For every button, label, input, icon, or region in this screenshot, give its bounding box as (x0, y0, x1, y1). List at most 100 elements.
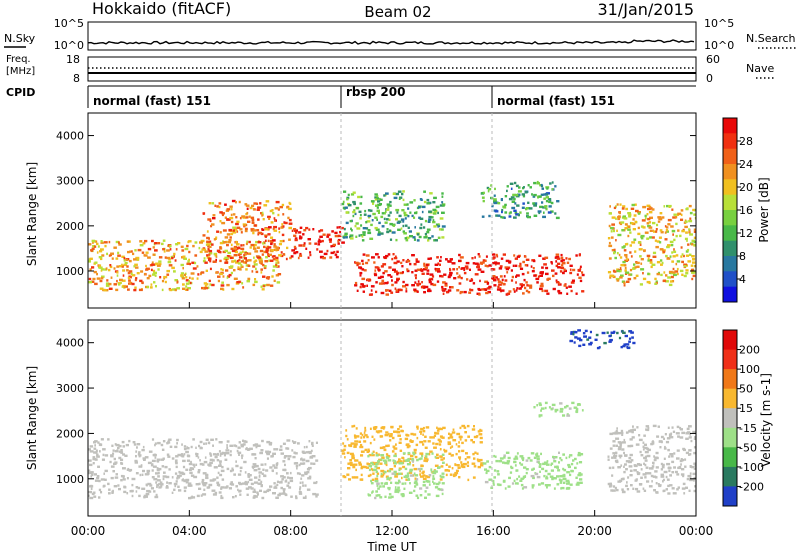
echo-cell (555, 279, 558, 282)
echo-cell (202, 484, 207, 487)
echo-cell (338, 226, 342, 229)
echo-cell (453, 277, 457, 280)
echo-cell (355, 427, 358, 430)
echo-cell (286, 447, 290, 450)
echo-cell (551, 262, 553, 265)
echo-cell (451, 445, 454, 448)
echo-cell (92, 245, 96, 248)
echo-cell (100, 248, 104, 251)
echo-cell (672, 430, 676, 433)
echo-cell (350, 193, 355, 196)
echo-cell (458, 274, 461, 277)
echo-cell (290, 255, 294, 258)
echo-cell (138, 451, 141, 454)
echo-cell (676, 488, 679, 491)
echo-cell (402, 457, 405, 460)
echo-cell (380, 232, 384, 235)
echo-cell (623, 249, 627, 252)
echo-cell (525, 191, 528, 194)
echo-cell (513, 254, 516, 257)
echo-cell (484, 259, 487, 262)
echo-cell (569, 483, 573, 486)
echo-cell (616, 459, 619, 462)
echo-cell (425, 486, 429, 489)
echo-cell (676, 260, 681, 263)
echo-cell (146, 489, 150, 493)
echo-cell (687, 474, 692, 478)
echo-cell (533, 193, 537, 197)
echo-cell (175, 465, 178, 469)
echo-cell (655, 230, 658, 233)
echo-cell (282, 468, 286, 472)
echo-cell (625, 255, 628, 259)
echo-cell (579, 267, 582, 271)
echo-cell (270, 242, 273, 246)
echo-cell (298, 492, 303, 495)
echo-cell (169, 288, 173, 292)
echo-cell (693, 462, 696, 465)
echo-cell (144, 272, 146, 276)
echo-cell (668, 433, 672, 436)
echo-cell (666, 204, 669, 208)
echo-cell (656, 240, 660, 243)
echo-cell (315, 441, 318, 444)
echo-cell (430, 282, 434, 286)
echo-cell (493, 201, 497, 205)
echo-cell (312, 492, 316, 496)
colorbar-swatch (723, 486, 737, 507)
echo-cell (186, 288, 189, 291)
echo-cell (379, 462, 383, 465)
echo-cell (435, 432, 440, 435)
echo-cell (433, 446, 437, 449)
echo-cell (667, 492, 671, 495)
echo-cell (201, 248, 205, 251)
echo-cell (152, 246, 155, 249)
echo-cell (452, 439, 457, 442)
echo-cell (374, 226, 378, 230)
echo-cell (673, 250, 677, 253)
echo-cell (120, 462, 124, 465)
echo-cell (652, 424, 657, 428)
echo-cell (527, 184, 530, 187)
echo-cell (535, 472, 539, 476)
echo-cell (362, 436, 366, 439)
echo-cell (89, 463, 93, 467)
echo-cell (188, 496, 192, 500)
echo-cell (459, 458, 461, 461)
echo-cell (439, 488, 443, 491)
echo-cell (628, 213, 632, 216)
echo-cell (401, 494, 405, 498)
echo-cell (439, 274, 443, 278)
echo-cell (291, 440, 294, 443)
echo-cell (570, 462, 574, 466)
echo-cell (394, 287, 397, 290)
echo-cell (237, 267, 241, 271)
echo-cell (200, 494, 203, 497)
echo-cell (397, 490, 400, 494)
echo-cell (545, 199, 548, 203)
echo-cell (218, 205, 221, 209)
echo-cell (653, 458, 657, 462)
echo-cell (470, 288, 474, 292)
echo-cell (466, 424, 470, 428)
echo-cell (163, 250, 166, 253)
echo-cell (439, 455, 442, 458)
echo-cell (622, 344, 626, 348)
echo-cell (526, 212, 529, 215)
echo-cell (398, 425, 403, 428)
echo-cell (413, 481, 418, 485)
echo-cell (624, 243, 628, 246)
echo-cell (544, 484, 549, 487)
echo-cell (656, 272, 660, 276)
echo-cell (302, 451, 306, 454)
echo-cell (673, 273, 677, 277)
echo-cell (514, 257, 518, 260)
echo-cell (499, 275, 503, 278)
echo-cell (494, 261, 498, 264)
echo-cell (477, 430, 481, 433)
echo-cell (558, 461, 560, 464)
echo-cell (341, 452, 346, 455)
echo-cell (419, 457, 423, 460)
echo-cell (575, 408, 579, 411)
echo-cell (562, 467, 565, 471)
